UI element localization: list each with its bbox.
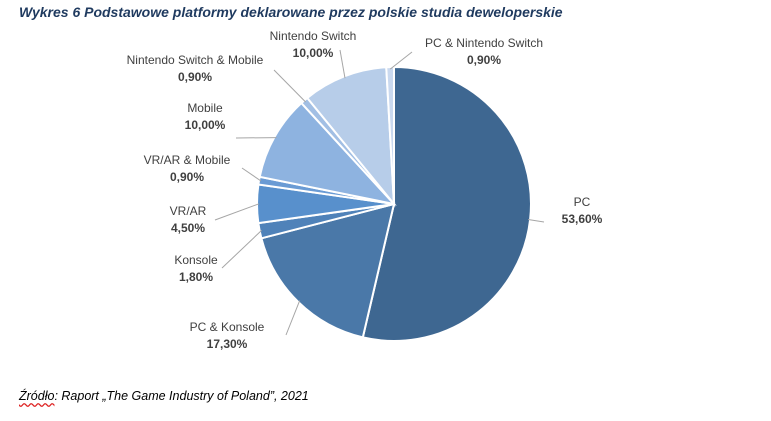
slice-value-label: 10,00% xyxy=(293,46,334,60)
leader-line-7 xyxy=(273,69,306,103)
slice-value-label: 0,90% xyxy=(178,70,212,84)
leader-line-9 xyxy=(389,51,413,70)
slice-category-label: PC & Konsole xyxy=(190,320,265,334)
pie-slice-2 xyxy=(260,202,396,339)
pie-slice-9 xyxy=(385,65,395,205)
leader-line-3 xyxy=(221,230,262,269)
leader-line-8 xyxy=(339,49,346,79)
slice-value-label: 10,00% xyxy=(185,118,226,132)
leader-line-4 xyxy=(214,203,260,221)
slice-category-label: Mobile xyxy=(187,101,223,115)
slice-value-label: 0,90% xyxy=(170,170,204,184)
source-prefix: Źródło xyxy=(19,389,55,403)
slice-category-label: Nintendo Switch xyxy=(270,29,357,43)
leader-line-1 xyxy=(528,219,545,223)
pie-slice-6 xyxy=(258,101,397,206)
slice-category-label: PC xyxy=(574,195,591,209)
leader-line-5 xyxy=(241,167,262,182)
leader-lines xyxy=(214,49,545,336)
slice-category-label: Nintendo Switch & Mobile xyxy=(127,53,264,67)
chart-title: Wykres 6 Podstawowe platformy deklarowan… xyxy=(19,4,563,20)
source-note: Źródło: Raport „The Game Industry of Pol… xyxy=(19,389,309,403)
slice-category-label: VR/AR & Mobile xyxy=(144,153,231,167)
slice-category-label: PC & Nintendo Switch xyxy=(425,36,543,50)
slice-value-label: 0,90% xyxy=(467,53,501,67)
slice-labels: PC 53,60% PC & Konsole 17,30% Konsole 1,80% VR… xyxy=(127,29,603,351)
slice-value-label: 4,50% xyxy=(171,221,205,235)
slice-category-label: Konsole xyxy=(174,253,218,267)
pie-slices xyxy=(256,65,532,342)
source-text: : Raport „The Game Industry of Poland”, … xyxy=(54,389,309,403)
slice-value-label: 1,80% xyxy=(179,270,213,284)
leader-line-2 xyxy=(285,300,301,336)
slice-value-label: 53,60% xyxy=(562,212,603,226)
slice-value-label: 17,30% xyxy=(207,337,248,351)
slice-category-label: VR/AR xyxy=(170,204,207,218)
